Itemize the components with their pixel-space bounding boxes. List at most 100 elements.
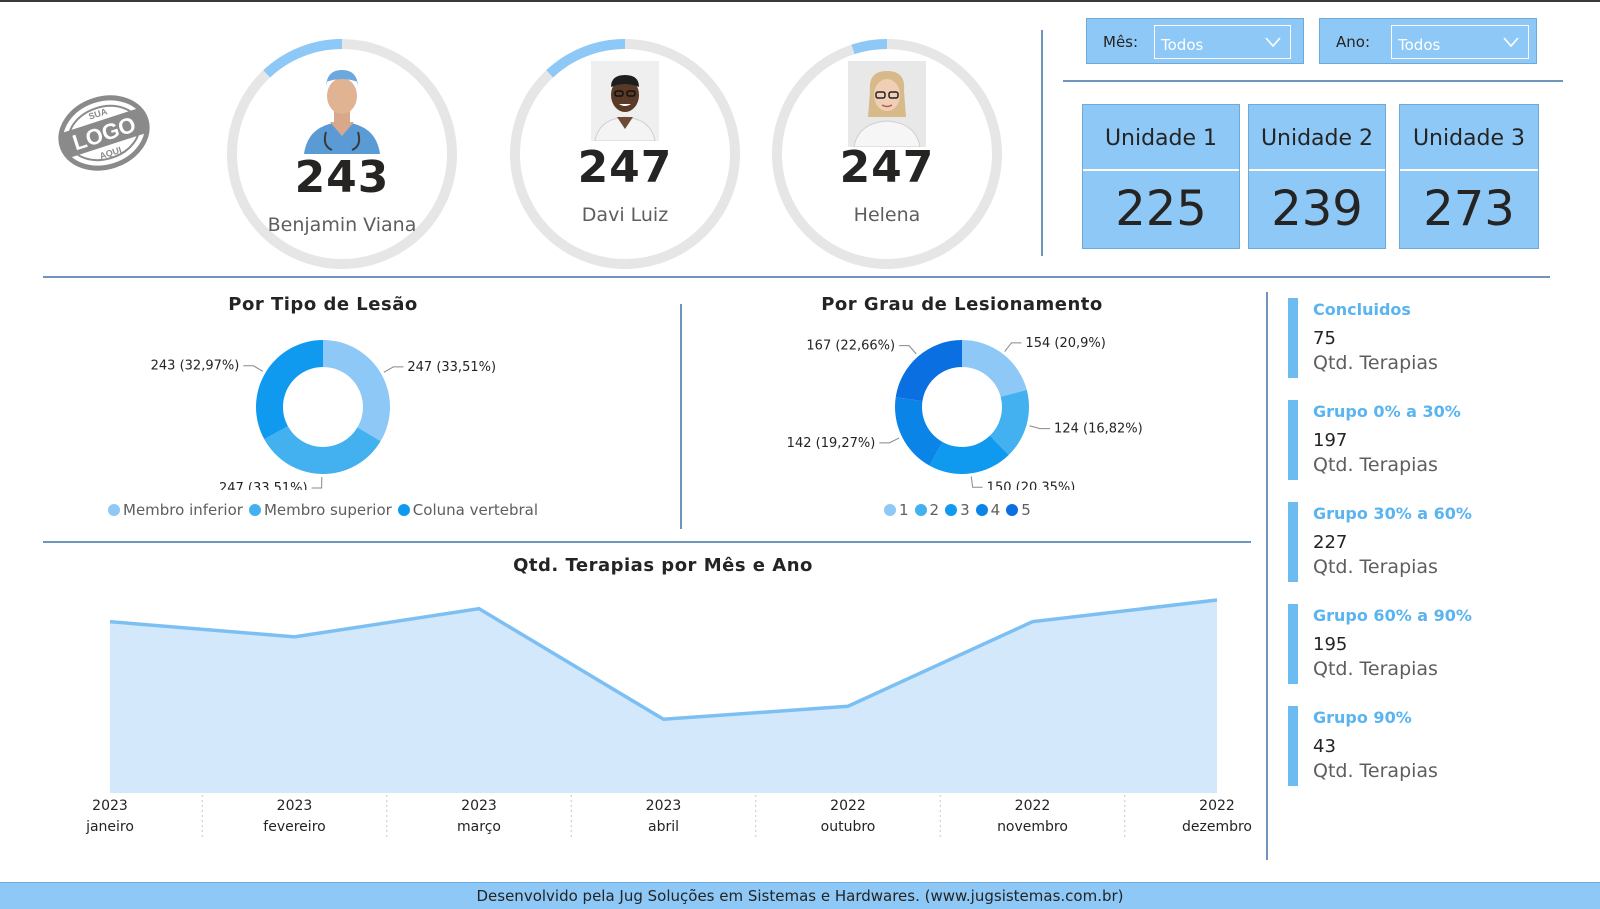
year-filter-label: Ano: (1336, 33, 1370, 51)
x-tick-month: dezembro (1182, 819, 1252, 835)
year-filter[interactable]: Ano: Todos (1319, 18, 1537, 64)
kpi-grupo-30-60[interactable]: Grupo 30% a 60% 227 Qtd. Terapias (1288, 502, 1508, 582)
x-tick-month: março (457, 819, 501, 835)
legend-label: 3 (960, 501, 970, 519)
legend-dot (975, 504, 988, 516)
gauge-name: Helena (853, 204, 921, 226)
gauge-name: Benjamin Viana (267, 214, 417, 236)
kpi-accent-bar (1288, 298, 1298, 378)
gauge-ring (510, 39, 740, 269)
gauge-helena[interactable]: 247 Helena (769, 36, 1005, 272)
top-border (0, 0, 1600, 2)
unit-card-1[interactable]: Unidade 1 225 (1082, 104, 1240, 249)
legend-item[interactable]: Membro inferior (108, 501, 243, 519)
month-dropdown[interactable]: Todos (1154, 25, 1291, 59)
kpi-title: Grupo 30% a 60% (1313, 504, 1472, 523)
legend-item[interactable]: 3 (945, 501, 970, 519)
donut-slice-2[interactable] (989, 389, 1029, 456)
area-chart-therapies[interactable] (43, 580, 1253, 840)
data-label-leader (970, 476, 983, 488)
x-tick-year: 2022 (830, 798, 866, 814)
x-tick-label: 2023 março (419, 796, 539, 838)
unit-card-2[interactable]: Unidade 2 239 (1248, 104, 1386, 249)
legend-item[interactable]: 4 (975, 501, 1000, 519)
data-label-leader (383, 366, 404, 373)
legend-dot (884, 504, 896, 516)
legend-dot (397, 504, 410, 516)
donut-slice-4[interactable] (895, 397, 943, 466)
donut-slice-3[interactable] (929, 435, 1009, 474)
data-label: 142 (19,27%) (787, 436, 876, 451)
legend-dot (914, 504, 927, 516)
company-logo: LOGO SUA AQUI (52, 92, 156, 174)
x-tick-year: 2023 (461, 798, 497, 814)
legend-item[interactable]: 5 (1006, 501, 1031, 519)
doctor-scrubs-avatar-icon (296, 66, 388, 154)
legend-item[interactable]: Coluna vertebral (397, 501, 539, 519)
area-point[interactable] (292, 634, 298, 640)
legend-item[interactable]: 1 (884, 501, 909, 519)
kpi-title: Grupo 0% a 30% (1313, 402, 1461, 421)
kpi-title: Concluidos (1313, 300, 1411, 319)
kpi-caption: Qtd. Terapias (1313, 454, 1438, 476)
donut-slice-2[interactable] (264, 426, 381, 474)
area-point[interactable] (845, 703, 851, 709)
kpi-grupo-90[interactable]: Grupo 90% 43 Qtd. Terapias (1288, 706, 1508, 786)
area-point[interactable] (1214, 597, 1220, 603)
gauge-fill-arc (851, 39, 888, 55)
divider-vertical-kpis (1266, 292, 1268, 860)
x-tick-label: 2022 novembro (973, 796, 1093, 838)
donut-slice-1[interactable] (962, 340, 1027, 397)
donut-slice-1[interactable] (323, 340, 390, 442)
donut-slice-5[interactable] (895, 340, 962, 402)
chart-title-injury-type: Por Tipo de Lesão (228, 294, 418, 315)
unit-card-label: Unidade 3 (1400, 105, 1538, 171)
data-label-leader (1029, 425, 1051, 430)
kpi-accent-bar (1288, 400, 1298, 480)
data-label: 167 (22,66%) (806, 339, 895, 354)
divider-filters (1063, 80, 1563, 82)
legend-label: Membro inferior (123, 501, 243, 519)
month-filter[interactable]: Mês: Todos (1086, 18, 1304, 64)
gauge-ring (772, 39, 1002, 269)
x-tick-month: novembro (997, 819, 1068, 835)
divider-vertical-charts (680, 304, 682, 529)
kpi-title: Grupo 90% (1313, 708, 1412, 727)
x-tick-month: outubro (820, 819, 876, 835)
legend-item[interactable]: Membro superior (248, 501, 392, 519)
unit-card-3[interactable]: Unidade 3 273 (1399, 104, 1539, 249)
data-label: 154 (20,9%) (1025, 336, 1105, 351)
kpi-value: 197 (1313, 430, 1348, 451)
donut-chart-injury-grade[interactable]: 154 (20,9%) 124 (16,82%) 150 (20,35%) 142 (… (782, 330, 1142, 490)
gauge-name: Davi Luiz (581, 204, 669, 226)
area-fill (110, 600, 1217, 793)
kpi-grupo-60-90[interactable]: Grupo 60% a 90% 195 Qtd. Terapias (1288, 604, 1508, 684)
kpi-grupo-0-30[interactable]: Grupo 0% a 30% 197 Qtd. Terapias (1288, 400, 1508, 480)
unit-card-value: 239 (1271, 181, 1363, 237)
donut-chart-injury-type[interactable]: 247 (33,51%) 247 (33,51%) 243 (32,97%) (150, 330, 510, 490)
x-tick-month: abril (647, 819, 679, 835)
unit-card-value: 273 (1423, 181, 1515, 237)
unit-card-label: Unidade 2 (1249, 105, 1385, 171)
legend-item[interactable]: 2 (914, 501, 939, 519)
x-tick-label: 2022 dezembro (1157, 796, 1277, 838)
donut-slice-3[interactable] (256, 340, 323, 440)
year-dropdown[interactable]: Todos (1391, 25, 1529, 59)
x-tick-label: 2023 fevereiro (235, 796, 355, 838)
legend-label: Coluna vertebral (412, 501, 539, 519)
area-point[interactable] (661, 716, 667, 722)
chevron-down-icon (1503, 37, 1519, 48)
area-point[interactable] (107, 619, 113, 625)
data-label: 124 (16,82%) (1054, 422, 1142, 437)
x-tick-month: fevereiro (263, 819, 326, 835)
legend-dot (108, 504, 120, 516)
area-point[interactable] (476, 606, 482, 612)
kpi-accent-bar (1288, 706, 1298, 786)
data-label-leader (899, 345, 917, 355)
gauge-benjamin-viana[interactable]: 243 Benjamin Viana (224, 36, 460, 272)
gauge-davi-luiz[interactable]: 247 Davi Luiz (507, 36, 743, 272)
area-point[interactable] (1030, 619, 1036, 625)
doctor-male-avatar-icon (591, 61, 659, 141)
kpi-concluidos[interactable]: Concluidos 75 Qtd. Terapias (1288, 298, 1508, 378)
chart-title-therapies-month: Qtd. Terapias por Mês e Ano (513, 555, 813, 576)
